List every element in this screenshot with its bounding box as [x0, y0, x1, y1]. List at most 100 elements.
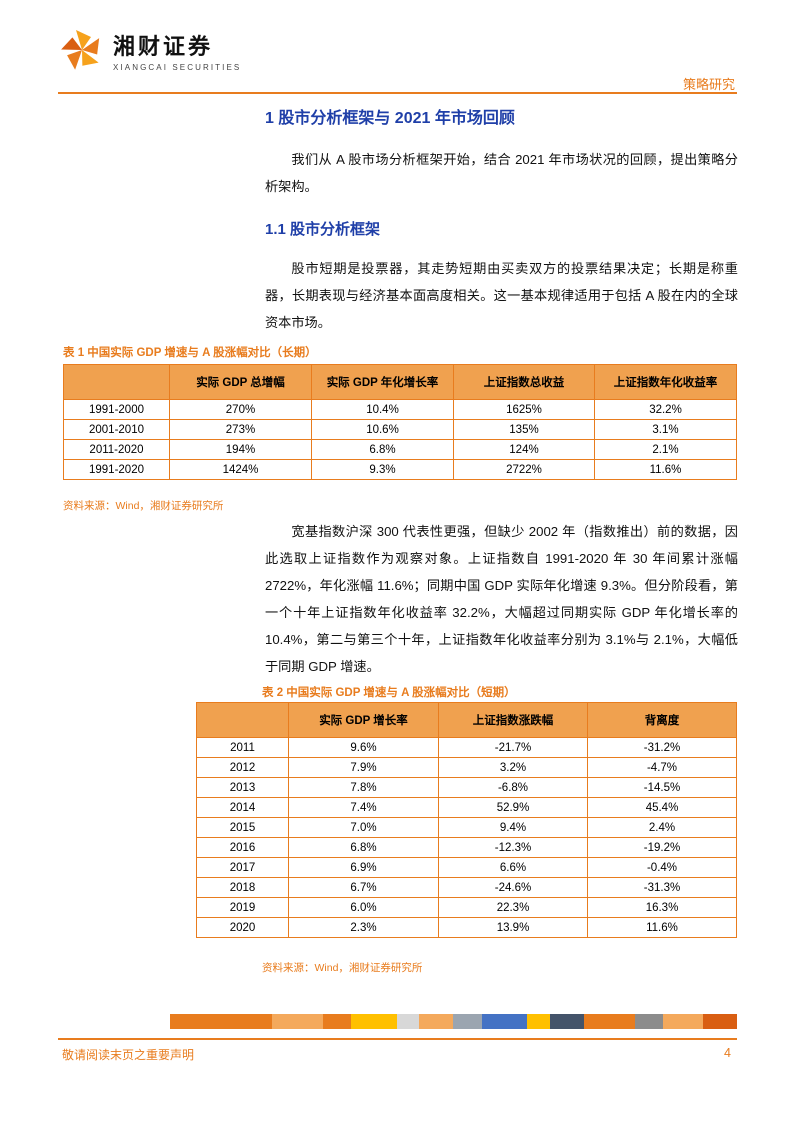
row-label: 2019	[196, 897, 289, 918]
brand-name-en: XIANGCAI SECURITIES	[113, 62, 242, 72]
decor-segment	[170, 1014, 273, 1029]
table1-source: 资料来源：Wind，湘财证券研究所	[63, 500, 224, 512]
table-row: 2014 7.4% 52.9% 45.4%	[196, 797, 737, 818]
row-label: 2016	[196, 837, 289, 858]
column-header: 上证指数年化收益率	[594, 364, 737, 400]
table-row: 2011-2020 194% 6.8% 124% 2.1%	[63, 439, 737, 460]
decor-segment	[634, 1014, 664, 1029]
paragraph-intro: 我们从 A 股市场分析框架开始，结合 2021 年市场状况的回顾，提出策略分析架…	[265, 152, 738, 194]
decor-segment	[583, 1014, 635, 1029]
brand-name-cn: 湘财证券	[113, 33, 214, 59]
footer-disclaimer: 敬请阅读末页之重要声明	[62, 1048, 195, 1062]
table-cell: 9.4%	[438, 817, 588, 838]
table-cell: 52.9%	[438, 797, 588, 818]
table-cell: 7.9%	[288, 757, 439, 778]
row-label: 2011-2020	[63, 439, 170, 460]
table-cell: 32.2%	[594, 399, 737, 420]
table2-caption: 表 2 中国实际 GDP 增速与 A 股涨幅对比（短期）	[262, 687, 516, 699]
table-cell: 135%	[453, 419, 595, 440]
column-header: 背离度	[587, 702, 737, 738]
table-cell: -12.3%	[438, 837, 588, 858]
footer-divider	[58, 1038, 737, 1040]
table-cell: -4.7%	[587, 757, 737, 778]
table-cell: 270%	[169, 399, 312, 420]
decor-segment	[549, 1014, 584, 1029]
table-cell: -31.3%	[587, 877, 737, 898]
table-cell: 11.6%	[594, 459, 737, 480]
column-header	[196, 702, 289, 738]
table-cell: 2.3%	[288, 917, 439, 938]
row-label: 2012	[196, 757, 289, 778]
table-row: 2016 6.8% -12.3% -19.2%	[196, 837, 737, 858]
table-cell: 6.6%	[438, 857, 588, 878]
paragraph-framework: 股市短期是投票器，其走势短期由买卖双方的投票结果决定；长期是称重器，长期表现与经…	[265, 261, 738, 330]
section-heading: 1 股市分析框架与 2021 年市场回顾	[265, 110, 515, 127]
table-cell: 16.3%	[587, 897, 737, 918]
table-cell: 6.8%	[311, 439, 454, 460]
table-cell: 45.4%	[587, 797, 737, 818]
table-cell: -0.4%	[587, 857, 737, 878]
table-row: 2018 6.7% -24.6% -31.3%	[196, 877, 737, 898]
brand-logo-icon	[61, 30, 100, 70]
table-cell: 3.2%	[438, 757, 588, 778]
page-number: 4	[724, 1046, 731, 1060]
brand-logo: 湘财证券 XIANGCAI SECURITIES	[60, 28, 241, 72]
row-label: 2017	[196, 857, 289, 878]
decor-segment	[323, 1014, 352, 1029]
table-cell: 13.9%	[438, 917, 588, 938]
table-cell: 6.8%	[288, 837, 439, 858]
table-cell: -14.5%	[587, 777, 737, 798]
table-cell: 194%	[169, 439, 312, 460]
decor-segment	[663, 1014, 703, 1029]
table-cell: 10.4%	[311, 399, 454, 420]
table-cell: 9.6%	[288, 737, 439, 758]
table-cell: 273%	[169, 419, 312, 440]
table-cell: 124%	[453, 439, 595, 460]
table-cell: 1625%	[453, 399, 595, 420]
table-row: 2013 7.8% -6.8% -14.5%	[196, 777, 737, 798]
decor-segment	[351, 1014, 397, 1029]
row-label: 1991-2000	[63, 399, 170, 420]
row-label: 2011	[196, 737, 289, 758]
table-cell: 2.1%	[594, 439, 737, 460]
row-label: 2020	[196, 917, 289, 938]
table-row: 2017 6.9% 6.6% -0.4%	[196, 857, 737, 878]
report-category-label: 策略研究	[682, 77, 735, 92]
table1-caption: 表 1 中国实际 GDP 增速与 A 股涨幅对比（长期）	[63, 347, 317, 359]
decor-segment	[419, 1014, 454, 1029]
table-header-row: 实际 GDP 总增幅 实际 GDP 年化增长率 上证指数总收益 上证指数年化收益率	[63, 364, 737, 400]
decor-segment	[453, 1014, 482, 1029]
row-label: 2001-2010	[63, 419, 170, 440]
column-header	[63, 364, 170, 400]
table-row: 2012 7.9% 3.2% -4.7%	[196, 757, 737, 778]
table-cell: 9.3%	[311, 459, 454, 480]
table-cell: -31.2%	[587, 737, 737, 758]
row-label: 2013	[196, 777, 289, 798]
table-cell: 11.6%	[587, 917, 737, 938]
table-header-row: 实际 GDP 增长率 上证指数涨跌幅 背离度	[196, 702, 737, 738]
table-cell: 6.9%	[288, 857, 439, 878]
row-label: 2015	[196, 817, 289, 838]
subsection-heading: 1.1 股市分析框架	[265, 221, 381, 238]
column-header: 上证指数总收益	[453, 364, 595, 400]
row-label: 1991-2020	[63, 459, 170, 480]
row-label: 2018	[196, 877, 289, 898]
table-row: 2019 6.0% 22.3% 16.3%	[196, 897, 737, 918]
table2-gdp-vs-index-shortterm: 实际 GDP 增长率 上证指数涨跌幅 背离度 2011 9.6% -21.7% -31.2…	[196, 702, 737, 938]
table-cell: -21.7%	[438, 737, 588, 758]
table-row: 2001-2010 273% 10.6% 135% 3.1%	[63, 419, 737, 440]
decor-segment	[396, 1014, 420, 1029]
table-cell: 7.0%	[288, 817, 439, 838]
table-cell: 6.0%	[288, 897, 439, 918]
decor-segment	[272, 1014, 324, 1029]
column-header: 实际 GDP 增长率	[288, 702, 439, 738]
table-cell: 10.6%	[311, 419, 454, 440]
table-row: 1991-2000 270% 10.4% 1625% 32.2%	[63, 399, 737, 420]
table1-gdp-vs-index-longterm: 实际 GDP 总增幅 实际 GDP 年化增长率 上证指数总收益 上证指数年化收益率 1…	[63, 364, 737, 480]
table-cell: 7.4%	[288, 797, 439, 818]
table-row: 2020 2.3% 13.9% 11.6%	[196, 917, 737, 938]
table-cell: 3.1%	[594, 419, 737, 440]
paragraph-analysis: 宽基指数沪深 300 代表性更强，但缺少 2002 年（指数推出）前的数据，因此…	[265, 524, 738, 674]
table-row: 2011 9.6% -21.7% -31.2%	[196, 737, 737, 758]
